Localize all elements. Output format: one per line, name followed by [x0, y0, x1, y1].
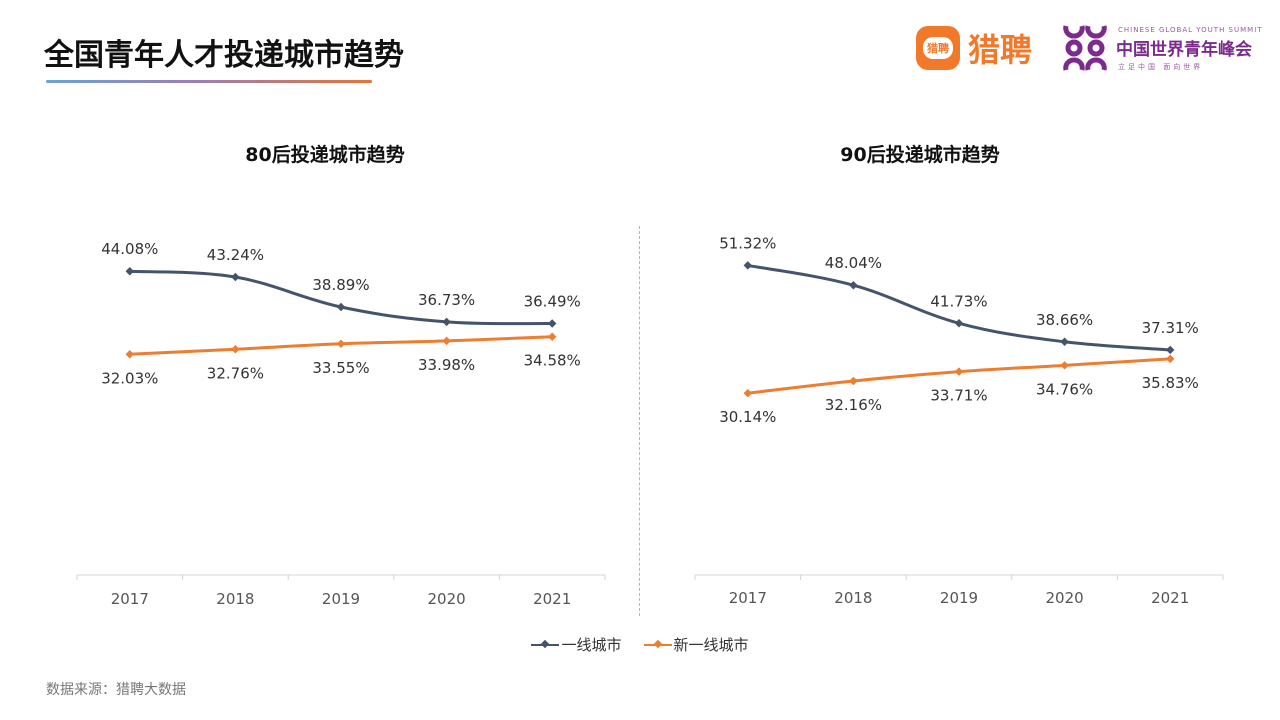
data-label: 30.14%: [719, 408, 776, 426]
data-point[interactable]: [442, 317, 451, 327]
data-point[interactable]: [954, 319, 964, 328]
data-point[interactable]: [1060, 337, 1069, 347]
data-point[interactable]: [1165, 354, 1175, 364]
data-point[interactable]: [336, 339, 346, 349]
liepin-name: 猎聘: [968, 31, 1033, 69]
data-label: 32.16%: [825, 396, 882, 414]
x-tick-label: 2021: [533, 590, 571, 608]
chart-title-80s: 80后投递城市趋势: [245, 144, 405, 166]
chart-divider: [639, 226, 640, 616]
liepin-badge-icon: 猎聘: [916, 26, 960, 70]
x-tick-label: 2019: [322, 590, 360, 608]
page-title: 全国青年人才投递城市趋势: [44, 38, 404, 73]
x-tick-label: 2017: [111, 590, 149, 608]
x-tick-label: 2018: [834, 589, 872, 607]
data-point[interactable]: [1165, 345, 1175, 355]
data-label: 38.66%: [1036, 311, 1093, 329]
legend-label-tier1: 一线城市: [561, 636, 622, 654]
data-point[interactable]: [1060, 361, 1069, 370]
data-point[interactable]: [547, 319, 557, 328]
summit-emblem-icon: [1063, 25, 1107, 71]
data-point[interactable]: [336, 302, 346, 312]
data-label: 36.73%: [418, 291, 475, 309]
data-label: 33.98%: [418, 356, 475, 374]
legend-swatch-new-tier1: [643, 643, 672, 646]
summit-logo: CHINESE GLOBAL YOUTH SUMMIT 中国世界青年峰会 立足中…: [1060, 22, 1270, 76]
x-tick-label: 2021: [1151, 589, 1189, 607]
data-point[interactable]: [954, 367, 964, 376]
chart-legend: 一线城市 新一线城市: [0, 634, 1280, 655]
chart-title-90s: 90后投递城市趋势: [840, 144, 1000, 166]
data-label: 32.76%: [207, 364, 264, 382]
line-chart-0: 2017 2018 2019 2020 2021 44.08% 43.24% 38.89% 36…: [76, 240, 606, 608]
data-point[interactable]: [231, 345, 240, 354]
liepin-badge-text: 猎聘: [923, 37, 953, 59]
summit-slogan: 立足中国 面向世界: [1118, 63, 1204, 71]
data-label: 43.24%: [207, 246, 264, 264]
title-underline: [46, 80, 372, 83]
data-label: 41.73%: [930, 292, 987, 310]
data-label: 44.08%: [101, 240, 158, 258]
data-point[interactable]: [125, 350, 135, 359]
data-label: 34.58%: [524, 352, 581, 370]
data-label: 33.55%: [312, 359, 369, 377]
data-point[interactable]: [442, 336, 451, 346]
summit-english-name: CHINESE GLOBAL YOUTH SUMMIT: [1118, 26, 1263, 34]
x-tick-label: 2020: [428, 590, 466, 608]
data-label: 37.31%: [1142, 319, 1199, 337]
data-label: 51.32%: [719, 234, 776, 252]
data-point[interactable]: [547, 332, 557, 341]
x-tick-label: 2019: [940, 589, 978, 607]
data-point[interactable]: [743, 388, 753, 398]
summit-chinese-name: 中国世界青年峰会: [1116, 40, 1252, 60]
legend-swatch-tier1: [531, 643, 560, 646]
legend-label-new-tier1: 新一线城市: [673, 636, 749, 654]
liepin-logo: 猎聘 猎聘: [916, 24, 1032, 72]
data-point[interactable]: [743, 261, 753, 270]
legend-item-tier1[interactable]: 一线城市: [531, 634, 622, 655]
legend-item-new-tier1[interactable]: 新一线城市: [643, 634, 749, 655]
data-point[interactable]: [849, 376, 858, 386]
data-point[interactable]: [125, 267, 135, 276]
line-chart-1: 2017 2018 2019 2020 2021 51.32% 48.04% 41.73% 38…: [694, 234, 1224, 607]
data-label: 33.71%: [930, 387, 987, 405]
data-label: 48.04%: [825, 254, 882, 272]
data-label: 34.76%: [1036, 380, 1093, 398]
data-label: 35.83%: [1142, 374, 1199, 392]
data-label: 36.49%: [524, 293, 581, 311]
data-source-note: 数据来源：猎聘大数据: [46, 682, 186, 698]
data-label: 38.89%: [312, 276, 369, 294]
x-tick-label: 2017: [729, 589, 767, 607]
data-label: 32.03%: [101, 369, 158, 387]
x-tick-label: 2020: [1046, 589, 1084, 607]
x-tick-label: 2018: [216, 590, 254, 608]
data-point[interactable]: [849, 280, 858, 290]
data-point[interactable]: [231, 272, 240, 282]
